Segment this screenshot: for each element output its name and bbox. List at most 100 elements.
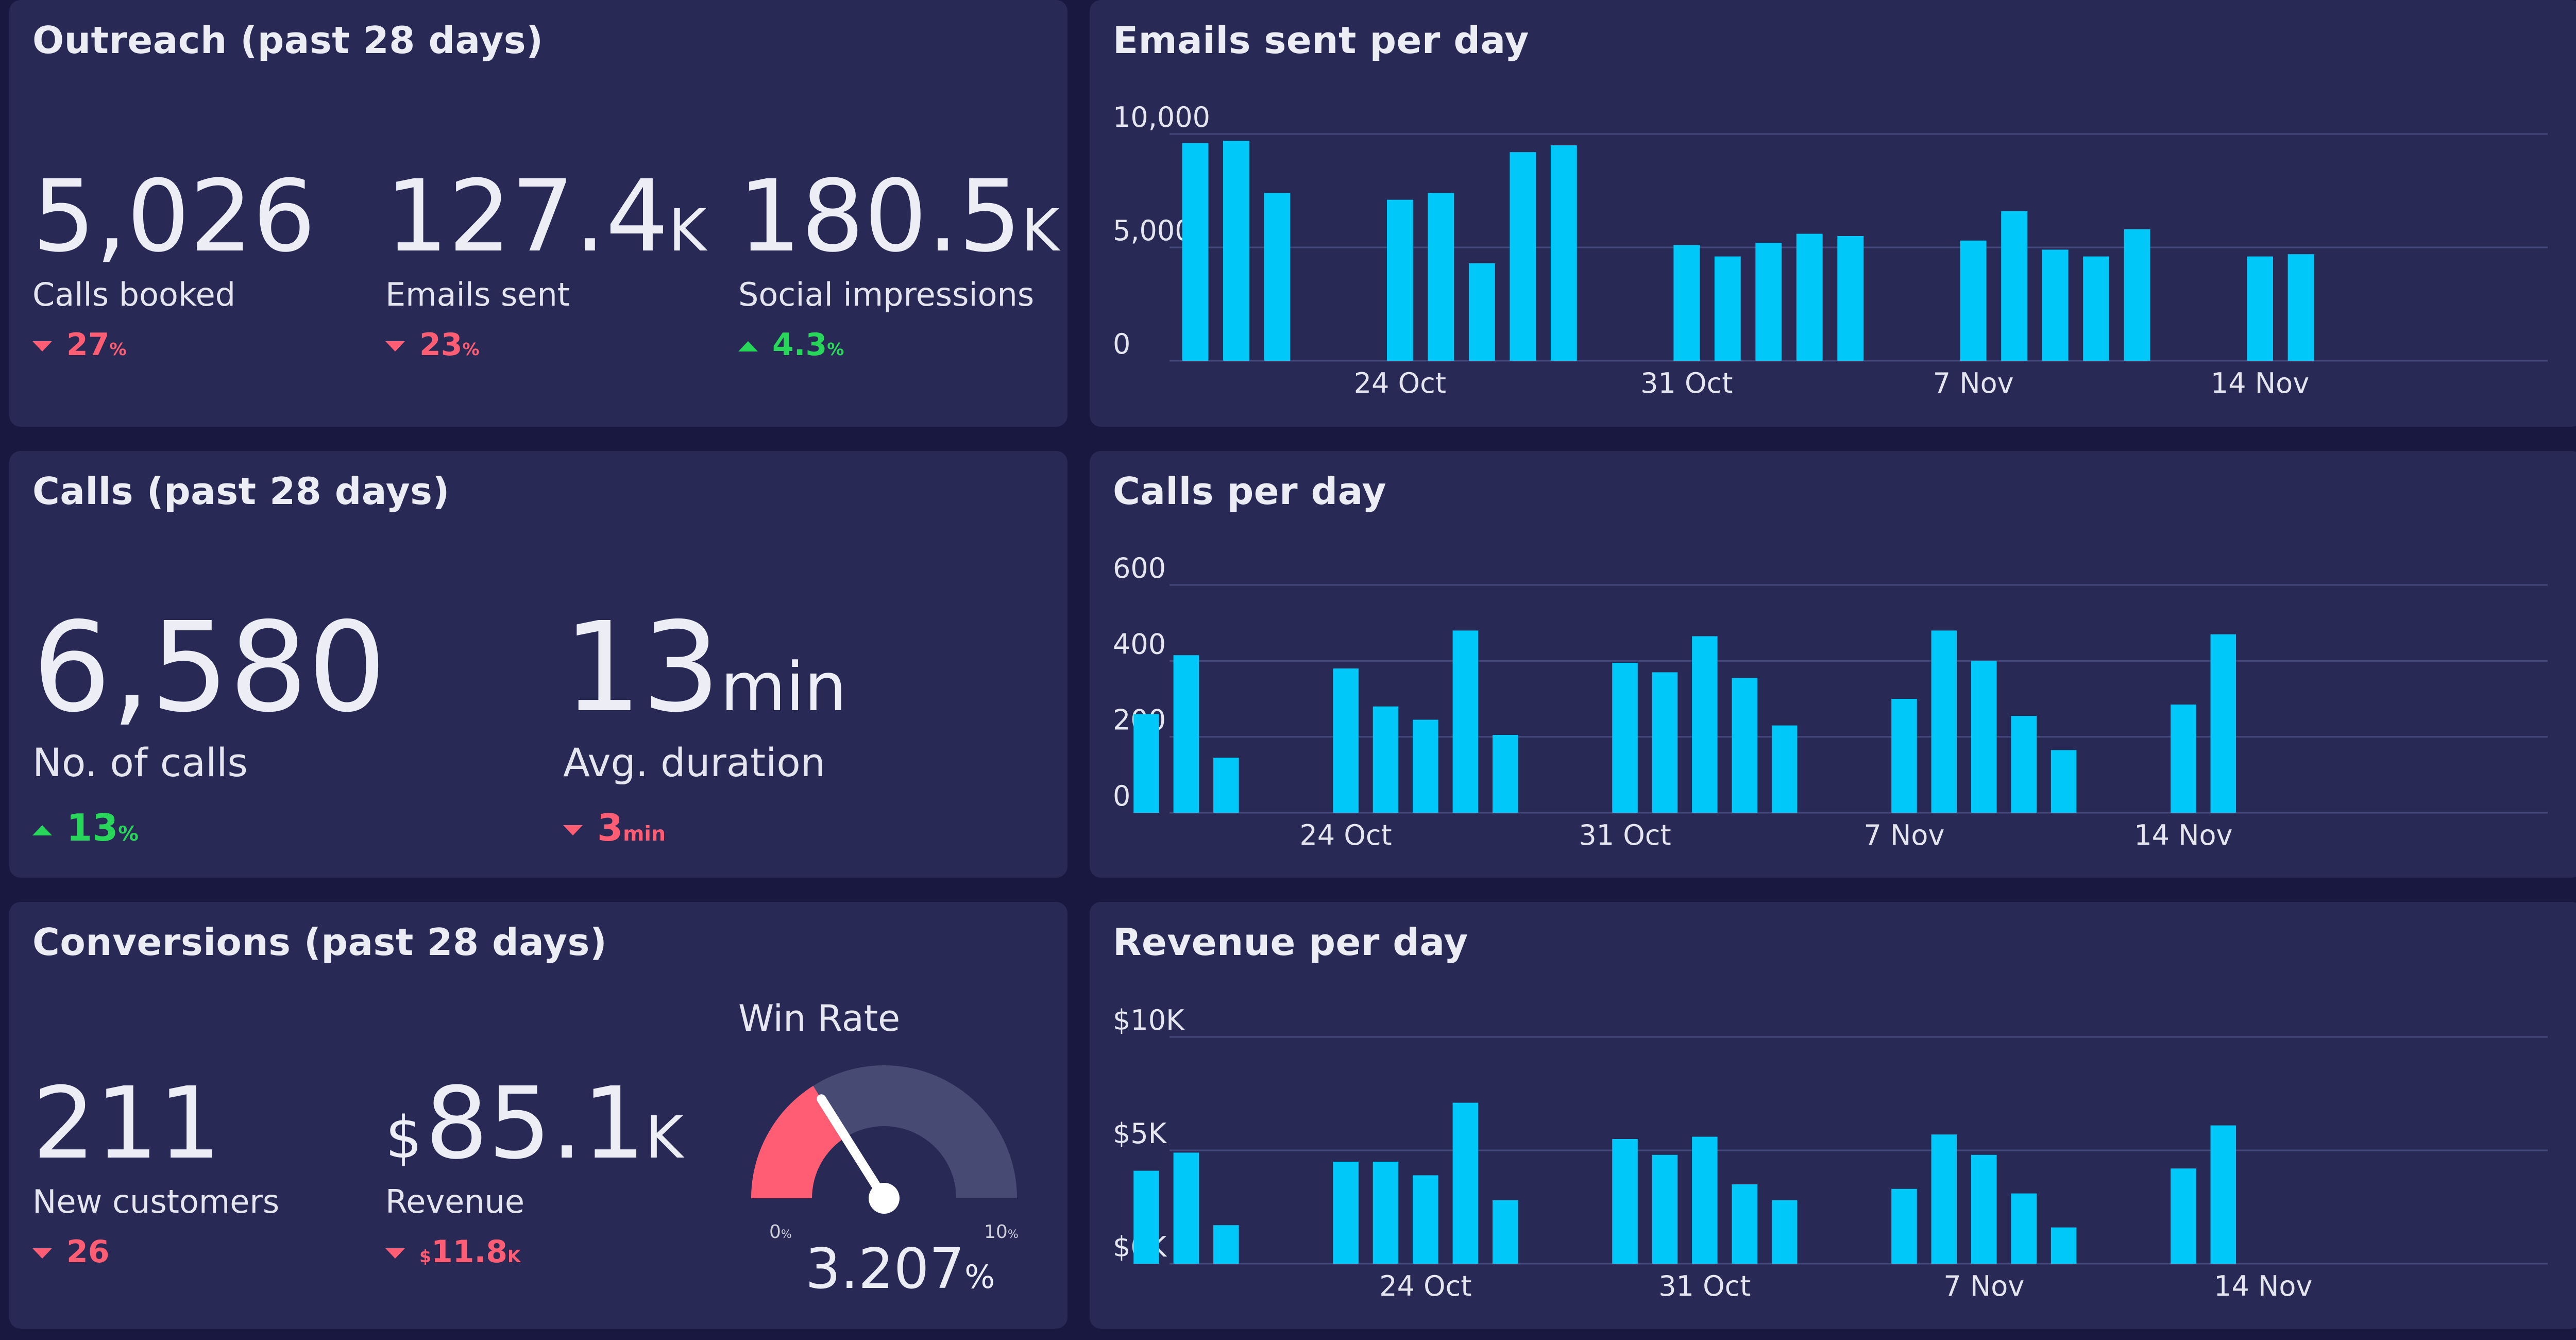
bar[interactable] xyxy=(2287,254,2314,361)
bar[interactable] xyxy=(1452,1102,1479,1264)
bar[interactable] xyxy=(1960,240,1987,361)
kpi-delta: 4.3% xyxy=(738,327,1059,363)
kpi-delta-unit: % xyxy=(118,822,139,846)
bar[interactable] xyxy=(1173,1152,1199,1264)
bar[interactable] xyxy=(1971,661,1997,813)
bar[interactable] xyxy=(1732,1184,1758,1264)
conversions-title: Conversions (past 28 days) xyxy=(32,920,607,964)
bar[interactable] xyxy=(2001,211,2028,361)
bar[interactable] xyxy=(1493,734,1518,813)
calls-panel: Calls (past 28 days) 6,580 No. of calls … xyxy=(9,451,1067,878)
bar[interactable] xyxy=(1652,672,1678,813)
bar[interactable] xyxy=(2171,705,2196,813)
bar[interactable] xyxy=(1612,663,1638,813)
calls-title: Calls (past 28 days) xyxy=(32,470,450,513)
bar[interactable] xyxy=(2083,256,2110,361)
bar[interactable] xyxy=(2042,249,2069,361)
bar[interactable] xyxy=(1333,1162,1359,1264)
x-tick-label: 7 Nov xyxy=(1943,1270,2024,1302)
revenue-chart-title: Revenue per day xyxy=(1113,920,1468,964)
bar[interactable] xyxy=(2124,229,2150,361)
bar[interactable] xyxy=(1796,233,1823,361)
bar[interactable] xyxy=(1891,1188,1917,1264)
bar[interactable] xyxy=(2247,256,2273,361)
kpi-delta: 23% xyxy=(385,327,706,363)
bar[interactable] xyxy=(1182,143,1209,361)
kpi-value: 85.1 xyxy=(425,1066,646,1181)
bar[interactable] xyxy=(1771,725,1798,813)
y-tick-label: 10,000 xyxy=(1113,101,1210,133)
bar[interactable] xyxy=(1386,199,1413,361)
bar[interactable] xyxy=(1413,1175,1438,1264)
kpi-delta-value: 27 xyxy=(66,327,110,363)
bar[interactable] xyxy=(1755,243,1782,361)
bar[interactable] xyxy=(1837,236,1864,361)
kpi-value: 127.4 xyxy=(385,159,669,274)
kpi-suffix: K xyxy=(645,1104,684,1171)
bar[interactable] xyxy=(1264,193,1291,361)
kpi-revenue: $85.1K Revenue $11.8K xyxy=(385,1075,683,1270)
x-tick-label: 31 Oct xyxy=(1640,367,1733,399)
kpi-delta-unit: min xyxy=(623,822,666,846)
bar[interactable] xyxy=(2011,1193,2037,1264)
bar[interactable] xyxy=(2171,1168,2196,1264)
gauge-fill xyxy=(751,1085,846,1198)
kpi-delta: 3min xyxy=(563,806,847,849)
kpi-label: No. of calls xyxy=(32,740,248,785)
bar[interactable] xyxy=(1971,1154,1997,1264)
bar[interactable] xyxy=(1931,1134,1957,1264)
kpi-value: 5,026 xyxy=(32,159,316,274)
kpi-value: 180.5 xyxy=(738,159,1022,274)
bar[interactable] xyxy=(1428,193,1454,361)
bar[interactable] xyxy=(2210,634,2236,813)
outreach-title: Outreach (past 28 days) xyxy=(32,19,544,62)
bar[interactable] xyxy=(1173,655,1199,813)
bar[interactable] xyxy=(1510,152,1536,361)
caret-down-icon xyxy=(563,825,583,836)
bar[interactable] xyxy=(1333,668,1359,813)
bar[interactable] xyxy=(2050,750,2077,813)
kpi-label: Revenue xyxy=(385,1183,525,1220)
bar[interactable] xyxy=(1372,706,1399,813)
kpi-delta: 26 xyxy=(32,1234,279,1270)
bar[interactable] xyxy=(1891,699,1917,813)
kpi-label: Social impressions xyxy=(738,276,1035,313)
bar[interactable] xyxy=(1692,1136,1718,1264)
x-tick-label: 31 Oct xyxy=(1579,819,1671,851)
x-tick-label: 7 Nov xyxy=(1864,819,1945,851)
bar[interactable] xyxy=(1213,1225,1239,1264)
bar[interactable] xyxy=(1223,141,1249,361)
kpi-social-impressions: 180.5K Social impressions 4.3% xyxy=(738,167,1059,363)
bar[interactable] xyxy=(2210,1125,2236,1264)
bar[interactable] xyxy=(1213,758,1239,813)
kpi-label: Avg. duration xyxy=(563,740,825,785)
kpi-delta-unit: K xyxy=(507,1246,521,1266)
kpi-delta-value: 3 xyxy=(597,806,623,849)
kpi-delta-value: 11.8 xyxy=(431,1234,508,1270)
bar[interactable] xyxy=(1714,256,1741,361)
bar[interactable] xyxy=(1413,719,1438,813)
bar[interactable] xyxy=(1931,630,1957,813)
kpi-delta-value: 13 xyxy=(66,806,118,849)
kpi-delta: $11.8K xyxy=(385,1234,683,1270)
bar[interactable] xyxy=(1652,1154,1678,1264)
bar[interactable] xyxy=(2050,1227,2077,1264)
bar[interactable] xyxy=(1133,714,1159,813)
bar[interactable] xyxy=(1771,1200,1798,1264)
bar[interactable] xyxy=(1452,630,1479,813)
kpi-delta-value: 4.3 xyxy=(772,327,827,363)
emails-chart-panel: Emails sent per day 0 5,000 10,000 24 Oct 31… xyxy=(1090,0,2576,427)
bar[interactable] xyxy=(1612,1139,1638,1264)
bar[interactable] xyxy=(1550,145,1577,361)
bar[interactable] xyxy=(1468,263,1495,361)
bar[interactable] xyxy=(1133,1170,1159,1264)
bar[interactable] xyxy=(1673,245,1700,361)
bar[interactable] xyxy=(1692,636,1718,813)
bar[interactable] xyxy=(1372,1162,1399,1264)
bar[interactable] xyxy=(1732,678,1758,813)
bar[interactable] xyxy=(2011,716,2037,813)
bar[interactable] xyxy=(1493,1200,1518,1264)
caret-up-icon xyxy=(32,825,52,836)
win-rate-gauge xyxy=(751,1065,1017,1214)
